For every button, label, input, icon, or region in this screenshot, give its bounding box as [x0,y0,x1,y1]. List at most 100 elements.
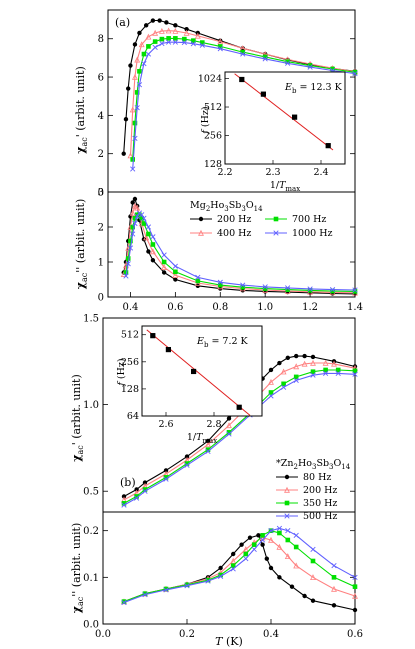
legend-title: *Zn2Ho3Sb3O14 [276,458,351,471]
data-point [194,32,201,39]
data-point [285,528,291,534]
data-point [132,120,138,126]
data-point [280,384,287,390]
series-line [125,214,356,292]
data-point [138,41,145,48]
data-point [146,249,151,254]
y-axis-label: χac'' (arbit. unit) [74,199,89,290]
data-point [150,234,156,240]
data-point [123,270,129,275]
legend-entry: 200 Hz [217,214,251,225]
data-point [134,494,139,499]
data-point [132,135,138,141]
data-point [141,215,147,221]
panel-a-chi-prime-mg: (a) χac' (arbit. unit) 0 2 4 6 8 [74,9,358,199]
data-point [150,242,156,247]
data-point [310,574,316,581]
data-point [268,565,274,571]
data-point [242,546,249,553]
data-point [134,90,140,95]
data-point [218,565,223,571]
y-tick-label: 1.0 [83,400,99,411]
data-point [172,272,179,278]
data-point [262,54,268,60]
data-point [226,422,232,429]
data-point [141,61,147,67]
data-point [123,117,129,122]
series-line [123,527,356,604]
data-point [161,252,167,258]
data-point [307,286,313,292]
data-point [293,377,299,383]
data-point [205,447,211,452]
data-point [329,287,336,293]
data-point [330,288,335,294]
data-point [130,231,136,237]
data-point [307,288,313,293]
data-point [268,528,274,534]
data-point [285,537,291,543]
y-tick-label: 0 [98,293,104,304]
data-point [331,575,337,580]
data-point [268,390,274,395]
data-point [293,544,299,550]
plot-frame [107,191,356,298]
data-point [195,274,201,281]
data-point [157,18,162,23]
data-point [240,284,246,290]
inset-point [150,333,156,339]
data-point [322,359,329,366]
data-point [226,430,232,435]
data-point [310,598,316,603]
data-point [243,556,249,562]
data-point [289,584,295,589]
data-point [268,378,274,385]
data-point [352,592,358,599]
data-point [141,51,147,57]
data-point [277,530,282,536]
inset-y-label: f (Hz) [116,358,127,386]
data-point [134,56,141,63]
y-tick-label: 1.5 [83,314,99,325]
data-point [310,359,316,366]
data-point [142,487,148,492]
data-point [161,259,167,265]
data-point [121,501,127,506]
data-point [322,370,329,377]
inset-y-tick-label: 128 [204,159,222,170]
data-point [352,289,358,294]
inset-point [191,368,197,375]
data-point [164,20,169,25]
panel-a-inset: Eb = 12.3 K f (Hz) 1/Tmax 2.2 2.3 2.4 128 25… [198,71,346,193]
data-point [335,370,341,377]
data-point [121,599,127,604]
data-point [276,525,283,531]
data-point [130,157,135,162]
data-point [276,543,283,550]
data-point [217,282,223,288]
data-point [165,27,172,34]
data-point [146,44,151,49]
x-tick-label: 1.0 [257,302,273,313]
data-point [121,151,126,156]
legend-title: Mg2Ho3Sb3O14 [190,200,263,213]
data-point [127,245,134,251]
legend-marker [284,486,290,493]
data-point [251,542,257,547]
panel-b-chi-prime-zn: (b) χac' (arbit. unit) *Zn2Ho3Sb3O14 80 … [70,314,358,522]
inset-x-label: 1/Tmax [270,180,300,193]
inset-x-tick-label: 2.8 [206,419,221,430]
legend-marker [284,513,290,519]
data-point [142,591,148,596]
data-point [217,46,223,52]
legend-marker [273,216,279,222]
data-point [217,279,223,285]
data-point [134,204,141,211]
y-tick-label: 8 [98,34,104,45]
inset-point [236,404,242,410]
data-point [240,49,246,55]
data-point [159,36,165,42]
data-point [310,558,316,564]
data-point [141,221,147,226]
inset-point [260,91,266,97]
